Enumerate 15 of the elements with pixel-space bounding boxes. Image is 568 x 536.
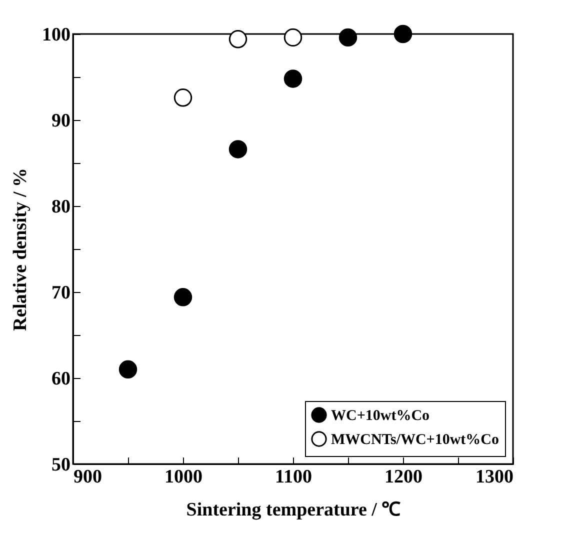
y-tick-label: 80 [52,196,70,218]
y-tick-label: 60 [52,368,70,390]
x-tick-label: 1100 [275,466,312,488]
y-tick-label: 50 [52,454,70,476]
x-tick-label: 1300 [476,466,514,488]
y-axis-title: Relative density / % [10,168,31,332]
legend-label: WC+10wt%Co [331,408,430,424]
x-tick-label: 1200 [384,466,422,488]
y-tick-label: 90 [52,110,70,132]
x-axis-title: Sintering temperature / ℃ [186,500,401,520]
y-tick-label: 100 [42,24,70,46]
legend-label: MWCNTs/WC+10wt%Co [331,432,499,448]
x-tick-label: 1000 [164,466,202,488]
x-tick-label: 900 [74,466,102,488]
y-tick-label: 70 [52,282,70,304]
